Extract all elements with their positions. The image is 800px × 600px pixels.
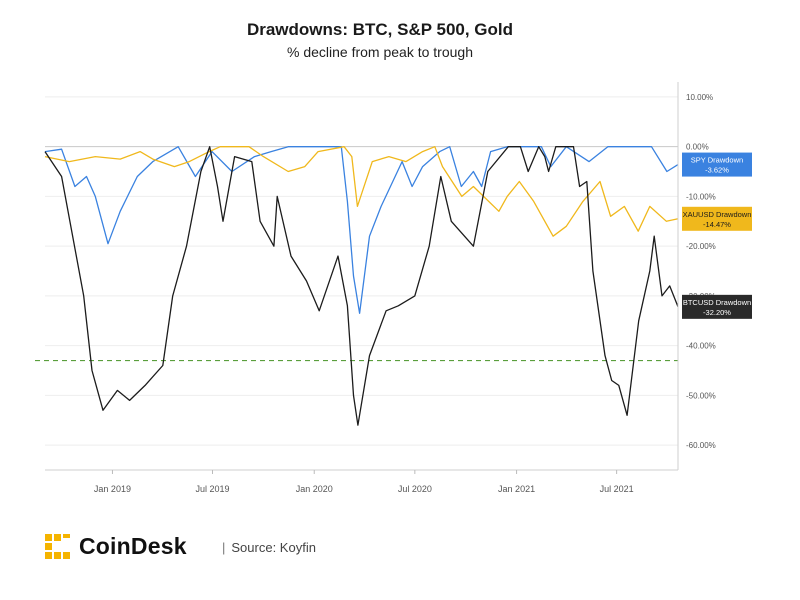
btcusd-label-value: -32.20% <box>703 308 731 317</box>
xauusd-value-label: XAUUSD Drawdown-14.47% <box>682 206 752 231</box>
xauusd-drawdown-line <box>44 146 679 237</box>
source-note: | Source: Koyfin <box>222 540 316 555</box>
y-tick-label: -10.00% <box>686 192 716 201</box>
x-tick-label: Jul 2019 <box>195 484 229 494</box>
x-tick-label: Jul 2021 <box>600 484 634 494</box>
spy-drawdown-line <box>44 146 679 314</box>
source-separator: | <box>222 540 226 555</box>
y-tick-label: -40.00% <box>686 342 716 351</box>
spy-label-name: SPY Drawdown <box>691 156 743 165</box>
series-layer <box>44 146 679 426</box>
grid <box>45 96 678 446</box>
brand-name: CoinDesk <box>79 533 187 559</box>
value-labels: SPY Drawdown-3.62% XAUUSD Drawdown-14.47%… <box>682 152 752 319</box>
chart-title: Drawdowns: BTC, S&P 500, Gold <box>246 20 514 39</box>
y-tick-label: 10.00% <box>686 93 713 102</box>
chart-subtitle: % decline from peak to trough <box>287 44 473 60</box>
y-tick-label: -60.00% <box>686 441 716 450</box>
spy-label-value: -3.62% <box>705 166 729 175</box>
y-tick-label: -20.00% <box>686 242 716 251</box>
xauusd-label-name: XAUUSD Drawdown <box>683 210 752 219</box>
x-tick-label: Jan 2021 <box>498 484 535 494</box>
coindesk-mark-icon <box>45 533 70 559</box>
spy-value-label: SPY Drawdown-3.62% <box>682 152 752 177</box>
y-tick-label: 0.00% <box>686 143 709 152</box>
xauusd-label-value: -14.47% <box>703 220 731 229</box>
btcusd-label-name: BTCUSD Drawdown <box>683 298 751 307</box>
spy-label-box <box>682 152 752 177</box>
x-tick-label: Jan 2020 <box>296 484 333 494</box>
x-tick-label: Jul 2020 <box>398 484 432 494</box>
source-text: Source: Koyfin <box>231 540 316 555</box>
btcusd-drawdown-line <box>44 146 679 426</box>
xauusd-label-box <box>682 206 752 231</box>
axes: 10.00%0.00%-10.00%-20.00%-30.00%-40.00%-… <box>45 82 716 494</box>
x-tick-label: Jan 2019 <box>94 484 131 494</box>
btcusd-value-label: BTCUSD Drawdown-32.20% <box>682 294 752 319</box>
btcusd-label-box <box>682 294 752 319</box>
coindesk-logo[interactable]: CoinDesk <box>45 533 187 560</box>
y-tick-label: -50.00% <box>686 391 716 400</box>
